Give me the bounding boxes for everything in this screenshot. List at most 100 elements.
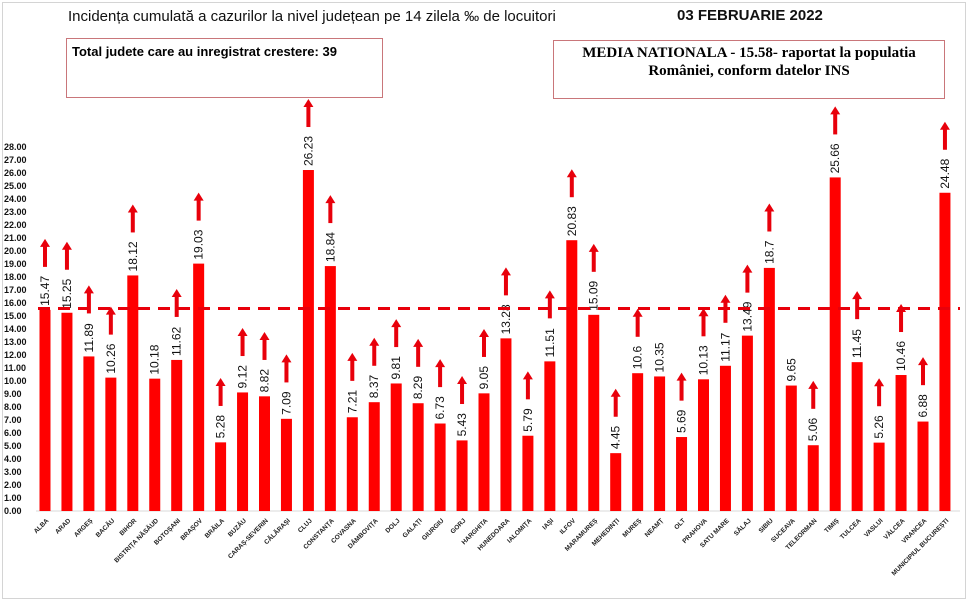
increase-arrow-icon	[372, 344, 377, 366]
bar	[61, 312, 73, 511]
increase-arrow-head-icon	[479, 328, 489, 337]
x-tick-label: CARAȘ-SEVERIN	[227, 517, 270, 560]
bar	[193, 263, 205, 511]
value-label: 10.6	[631, 346, 645, 370]
y-tick-label: 17.00	[4, 285, 27, 295]
bar	[302, 170, 314, 511]
x-tick-label: ARGEȘ	[73, 517, 95, 539]
value-label: 26.23	[301, 136, 315, 166]
increase-arrow-icon	[767, 210, 772, 232]
increase-arrow-icon	[64, 248, 69, 270]
increase-arrow-head-icon	[347, 352, 358, 361]
increase-arrow-head-icon	[808, 380, 819, 389]
y-tick-label: 10.00	[4, 376, 27, 386]
bar	[763, 267, 775, 511]
increase-arrow-head-icon	[369, 337, 380, 346]
value-label: 5.69	[675, 409, 689, 433]
bar	[873, 442, 885, 511]
national-average-line1: MEDIA NATIONALA - 15.58- raportat la pop…	[582, 45, 916, 61]
increase-arrow-head-icon	[259, 331, 270, 340]
y-tick-label: 15.00	[4, 311, 27, 321]
value-label: 11.62	[170, 326, 184, 355]
increase-count-box: Total judete care au inregistrat crester…	[66, 38, 383, 98]
x-tick-label: TIMIȘ	[823, 517, 841, 535]
y-tick-label: 6.00	[4, 428, 22, 438]
increase-arrow-head-icon	[852, 291, 863, 300]
bar	[500, 338, 512, 511]
y-tick-label: 18.00	[4, 272, 27, 282]
x-tick-label: IAȘI	[541, 517, 555, 531]
increase-arrow-head-icon	[83, 285, 94, 294]
bar	[654, 376, 666, 511]
y-tick-label: 5.00	[4, 441, 22, 451]
increase-arrow-head-icon	[632, 308, 643, 317]
value-label: 15.25	[60, 278, 74, 308]
bar	[829, 177, 841, 512]
x-tick-label: TULCEA	[839, 517, 863, 541]
y-tick-label: 13.00	[4, 337, 27, 347]
value-label: 10.18	[148, 344, 162, 374]
increase-arrow-icon	[745, 271, 750, 293]
y-tick-label: 0.00	[4, 506, 22, 516]
bar	[741, 335, 753, 511]
increase-arrow-icon	[701, 315, 706, 337]
y-tick-label: 14.00	[4, 324, 27, 334]
increase-arrow-icon	[591, 250, 596, 272]
value-label: 24.48	[938, 158, 952, 188]
increase-arrow-head-icon	[435, 359, 446, 368]
increase-arrow-icon	[196, 199, 201, 221]
increase-arrow-head-icon	[610, 388, 621, 397]
increase-arrow-head-icon	[171, 288, 182, 297]
national-average-line2: României, conform datelor INS	[648, 63, 850, 79]
increase-arrow-icon	[262, 338, 267, 360]
x-tick-label: VASLUI	[863, 517, 885, 539]
value-label: 5.43	[455, 413, 469, 437]
y-tick-label: 16.00	[4, 298, 27, 308]
bar	[632, 373, 644, 511]
increase-arrow-head-icon	[193, 192, 204, 201]
bar	[456, 440, 468, 511]
bar	[785, 385, 797, 511]
bar	[698, 379, 709, 511]
y-tick-label: 2.00	[4, 480, 22, 490]
x-tick-label: ALBA	[33, 517, 51, 535]
increase-arrow-head-icon	[237, 328, 248, 337]
bar	[149, 378, 161, 511]
x-tick-label: BUZĂU	[226, 516, 249, 539]
value-label: 13.49	[740, 301, 754, 331]
increase-arrow-head-icon	[281, 354, 292, 363]
bar	[566, 240, 578, 511]
increase-arrow-icon	[394, 326, 399, 348]
x-tick-label: BRAȘOV	[179, 517, 204, 542]
increase-arrow-head-icon	[391, 319, 402, 328]
bar	[895, 375, 907, 511]
y-tick-label: 24.00	[4, 194, 27, 204]
increase-arrow-icon	[525, 378, 530, 400]
x-tick-label: ILFOV	[559, 517, 578, 536]
increase-arrow-icon	[284, 361, 289, 383]
x-tick-label: SIBIU	[758, 517, 775, 534]
bar	[544, 361, 556, 511]
increase-arrow-head-icon	[720, 294, 731, 303]
bar	[83, 356, 95, 511]
increase-arrow-head-icon	[413, 338, 424, 347]
increase-arrow-head-icon	[500, 267, 511, 276]
increase-arrow-icon	[306, 106, 311, 128]
y-tick-label: 19.00	[4, 259, 27, 269]
value-label: 18.7	[762, 240, 776, 264]
increase-arrow-icon	[921, 364, 925, 386]
increase-arrow-icon	[460, 383, 465, 405]
increase-arrow-head-icon	[918, 357, 928, 366]
increase-arrow-head-icon	[742, 264, 753, 273]
x-tick-label: GIURGIU	[421, 517, 446, 542]
x-tick-label: OLT	[673, 517, 687, 531]
bar	[105, 377, 117, 511]
bar	[237, 392, 249, 511]
increase-arrow-head-icon	[215, 377, 226, 386]
y-tick-label: 1.00	[4, 493, 22, 503]
y-tick-label: 25.00	[4, 181, 27, 191]
value-label: 5.79	[521, 408, 535, 432]
increase-arrow-icon	[877, 385, 882, 407]
x-tick-label: DOLJ	[384, 517, 401, 534]
